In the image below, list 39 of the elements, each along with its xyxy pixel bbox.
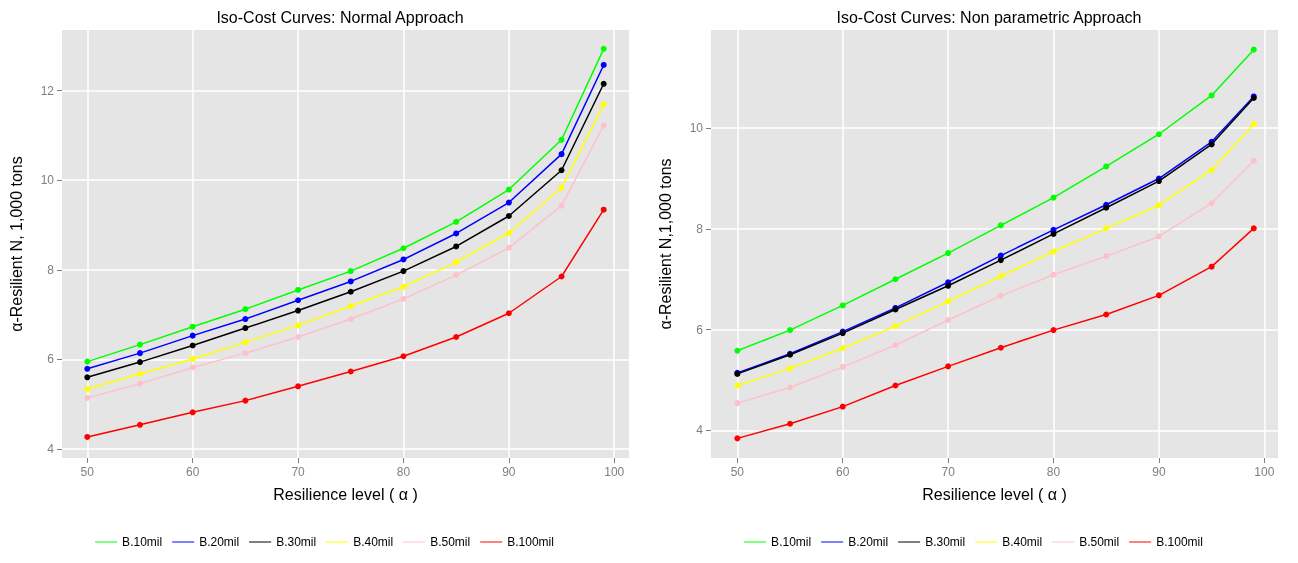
x-axis-title: Resilience level ( α ) — [273, 485, 418, 503]
legend-label: B.100mil — [507, 535, 554, 549]
legend-label: B.40mil — [353, 535, 394, 549]
x-tick-label: 80 — [1046, 465, 1061, 479]
x-axis-title: Resilience level ( α ) — [922, 485, 1067, 503]
legend-label: B.10mil — [771, 535, 812, 549]
legend-label: B.30mil — [276, 535, 317, 549]
x-tick-label: 100 — [604, 465, 625, 479]
legend-label: B.100mil — [1156, 535, 1203, 549]
x-tick-label: 50 — [80, 465, 95, 479]
y-tick-label: 10 — [689, 121, 704, 136]
y-axis-title: α-Resilient N,1,000 tons — [656, 158, 674, 330]
legend-label: B.20mil — [199, 535, 240, 549]
legend-label: B.30mil — [925, 535, 966, 549]
y-axis-title: α-Resilient N, 1,000 tons — [7, 156, 25, 332]
x-tick-label: 90 — [1152, 465, 1166, 479]
y-tick-label: 4 — [696, 423, 704, 438]
legend-label: B.50mil — [430, 535, 471, 549]
legend-label: B.20mil — [848, 535, 889, 549]
y-tick-label: 6 — [696, 322, 704, 337]
chart-title: Iso-Cost Curves: Normal Approach — [216, 8, 464, 26]
legend-label: B.40mil — [1002, 535, 1043, 549]
x-tick-label: 80 — [396, 465, 411, 479]
x-tick-label: 60 — [836, 465, 850, 479]
x-tick-label: 90 — [502, 465, 516, 479]
legend-label: B.10mil — [122, 535, 163, 549]
y-tick-label: 8 — [47, 262, 55, 277]
y-tick-label: 12 — [40, 83, 55, 98]
x-tick-label: 70 — [941, 465, 956, 479]
chart-title: Iso-Cost Curves: Non parametric Approach — [836, 8, 1142, 26]
y-tick-label: 4 — [47, 442, 55, 457]
x-tick-label: 60 — [186, 465, 200, 479]
legend-label: B.50mil — [1079, 535, 1120, 549]
x-tick-label: 70 — [291, 465, 306, 479]
y-tick-label: 6 — [47, 352, 55, 367]
y-tick-label: 10 — [40, 173, 55, 188]
x-tick-label: 100 — [1254, 465, 1275, 479]
y-tick-label: 8 — [696, 221, 704, 236]
x-tick-label: 50 — [730, 465, 745, 479]
